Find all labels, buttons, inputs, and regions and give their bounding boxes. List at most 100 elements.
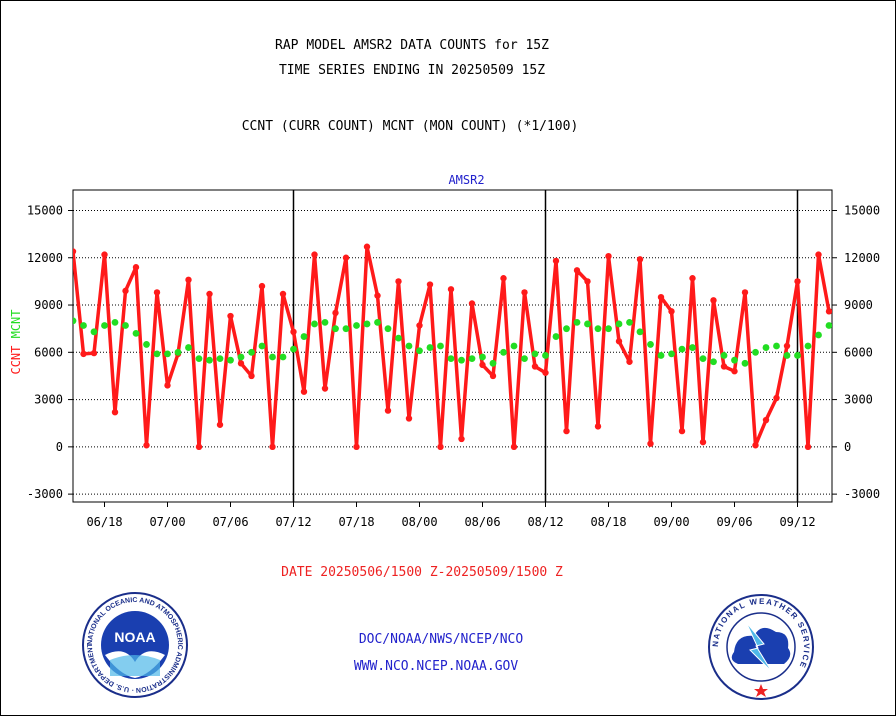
website-link[interactable]: WWW.NCO.NCEP.NOAA.GOV — [353, 659, 519, 674]
ccnt-point — [321, 385, 329, 392]
ccnt-point — [594, 423, 602, 430]
mcnt-point — [101, 322, 108, 329]
ccnt-point — [804, 443, 812, 451]
ytick-label-left: 6000 — [34, 345, 63, 359]
mcnt-point — [573, 318, 581, 326]
ccnt-point — [332, 309, 339, 317]
ytick-label-left: -3000 — [27, 487, 63, 501]
mcnt-point — [447, 355, 455, 363]
ccnt-point — [626, 358, 633, 365]
ccnt-point — [122, 287, 129, 295]
ccnt-point — [384, 407, 392, 414]
mcnt-point — [678, 345, 686, 353]
ccnt-point — [353, 443, 360, 451]
ccnt-point — [258, 282, 266, 290]
ytick-label-right: 6000 — [844, 345, 873, 359]
mcnt-point — [657, 352, 665, 359]
xtick-label: 06/18 — [86, 515, 122, 529]
ccnt-point — [815, 251, 822, 258]
org-path-link[interactable]: DOC/NOAA/NWS/NCEP/NCO — [358, 632, 524, 647]
ytick-label-left: 12000 — [27, 251, 63, 265]
mcnt-point — [73, 317, 77, 325]
mcnt-point — [174, 348, 182, 356]
ccnt-point — [363, 243, 371, 250]
ccnt-point — [741, 289, 749, 296]
ccnt-point — [489, 372, 497, 380]
xtick-label: 09/00 — [653, 515, 689, 529]
mcnt-point — [395, 334, 402, 342]
ytick-label-right: 3000 — [844, 393, 873, 407]
mcnt-point — [510, 342, 518, 350]
mcnt-point — [552, 333, 560, 340]
ccnt-point — [206, 290, 213, 298]
ccnt-point — [101, 251, 108, 258]
mcnt-point — [258, 342, 266, 350]
mcnt-point — [458, 356, 465, 364]
xtick-label: 08/00 — [401, 515, 437, 529]
mcnt-point — [783, 352, 791, 359]
mcnt-point — [416, 347, 423, 355]
ccnt-point — [185, 276, 192, 284]
ccnt-point — [794, 278, 801, 285]
ccnt-point — [80, 350, 87, 358]
mcnt-point — [227, 356, 234, 364]
mcnt-point — [794, 352, 801, 359]
ccnt-point — [269, 443, 276, 451]
mcnt-point — [195, 355, 203, 363]
ccnt-point — [342, 254, 350, 261]
series-group — [73, 243, 832, 451]
mcnt-point — [605, 325, 612, 333]
ccnt-point — [573, 267, 581, 274]
ccnt-point — [731, 368, 738, 375]
mcnt-point — [468, 355, 476, 363]
mcnt-point — [762, 344, 770, 351]
ccnt-point — [468, 300, 476, 307]
xtick-label: 08/12 — [527, 515, 563, 529]
ccnt-point — [300, 388, 308, 395]
mcnt-point — [374, 318, 381, 326]
ytick-label-left: 0 — [56, 440, 63, 454]
mcnt-point — [332, 325, 339, 333]
mcnt-point — [731, 356, 738, 364]
mcnt-point — [300, 333, 308, 340]
xtick-label: 07/18 — [338, 515, 374, 529]
ytick-label-right: 15000 — [844, 203, 880, 217]
xtick-label: 07/06 — [212, 515, 248, 529]
mcnt-point — [479, 353, 486, 361]
mcnt-point — [279, 353, 287, 361]
mcnt-point — [164, 350, 171, 358]
ccnt-point — [510, 443, 518, 451]
ccnt-point — [500, 275, 507, 282]
ccnt-point — [563, 427, 570, 435]
xtick-label: 08/18 — [590, 515, 626, 529]
xtick-label: 08/06 — [464, 515, 500, 529]
mcnt-point — [290, 345, 297, 353]
mcnt-point — [363, 320, 371, 328]
ccnt-point — [311, 251, 318, 258]
ccnt-point — [647, 440, 654, 447]
ccnt-point — [73, 248, 77, 255]
mcnt-point — [342, 325, 350, 333]
ccnt-point — [437, 443, 444, 451]
xtick-label: 09/12 — [779, 515, 815, 529]
mcnt-point — [815, 331, 822, 339]
mcnt-point — [489, 359, 497, 367]
ccnt-point — [615, 338, 623, 345]
ccnt-point — [689, 275, 696, 282]
ccnt-point — [248, 372, 255, 380]
mcnt-point — [384, 325, 392, 333]
ccnt-point — [636, 256, 644, 263]
mcnt-point — [311, 320, 318, 328]
mcnt-point — [269, 353, 276, 361]
ytick-label-right: 0 — [844, 440, 851, 454]
ytick-label-left: 15000 — [27, 203, 63, 217]
panel-title: AMSR2 — [448, 173, 484, 187]
ccnt-point — [699, 438, 707, 446]
ccnt-point — [143, 442, 150, 449]
y-axis-label-mcnt: MCNT — [9, 309, 23, 338]
ccnt-point — [531, 363, 539, 370]
ccnt-point — [216, 421, 224, 428]
mcnt-point — [206, 356, 213, 364]
mcnt-point — [500, 348, 507, 356]
